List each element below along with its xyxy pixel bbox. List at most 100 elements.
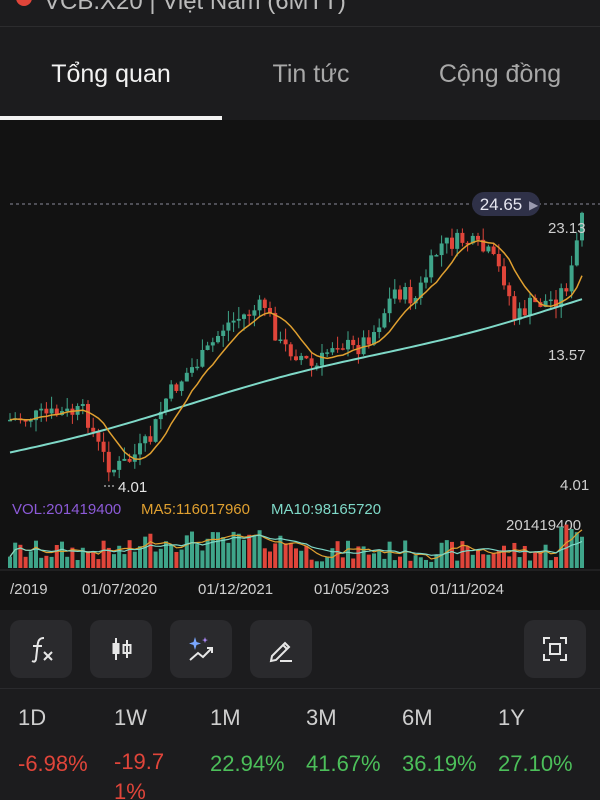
candle-body — [413, 298, 418, 304]
chart-type-button[interactable] — [90, 620, 152, 678]
performance-table: 1D -6.98% 1W -19.71% 1M 22.94% 3M 41.67%… — [0, 688, 600, 800]
volume-bar — [314, 561, 319, 568]
candle-body — [533, 297, 538, 303]
volume-bar — [569, 529, 574, 568]
tab-news[interactable]: Tin tức — [272, 60, 350, 88]
volume-bar — [517, 557, 522, 568]
volume-bar — [340, 557, 345, 568]
candle-body — [554, 299, 558, 308]
volume-ma10-line — [9, 534, 583, 557]
volume-bar — [335, 541, 340, 568]
candle-body — [351, 339, 356, 346]
volume-bar — [496, 550, 501, 568]
volume-bar — [403, 540, 408, 568]
volume-bar — [304, 545, 309, 568]
candle-body — [366, 337, 371, 345]
candle-body — [476, 235, 480, 240]
volume-bar — [252, 536, 257, 568]
ma-long-line — [9, 298, 583, 454]
candle-body — [132, 454, 137, 462]
candle-body — [330, 348, 335, 353]
volume-bar — [522, 545, 527, 568]
candle-body — [278, 339, 283, 342]
candle-body — [54, 408, 59, 415]
candle-body — [8, 419, 12, 422]
x-label-4: 01/11/2024 — [430, 581, 504, 598]
fullscreen-button[interactable] — [524, 620, 586, 678]
candle-body — [247, 314, 252, 316]
candle-body — [288, 344, 293, 357]
pencil-icon — [269, 641, 292, 663]
volume-bar — [200, 550, 205, 568]
volume-bar — [413, 555, 418, 568]
tab-bar: Tổng quan Tin tức Cộng đồng — [0, 26, 600, 120]
price-chart[interactable]: 24.65 ▶ 23.13 13.57 4.01 4.01 VOL:201419… — [0, 120, 600, 610]
volume-bar — [476, 550, 480, 568]
candle-body — [470, 235, 475, 244]
candle-body — [439, 243, 444, 256]
candle-body — [569, 265, 574, 292]
candle-body — [392, 289, 397, 299]
candle-body — [122, 458, 127, 461]
volume-bar — [257, 530, 262, 568]
candle-body — [429, 255, 434, 278]
volume-bar — [366, 554, 371, 568]
volume-bar — [262, 548, 267, 568]
candle-body — [403, 287, 408, 300]
candle-body — [39, 408, 44, 411]
candle-body — [262, 299, 267, 308]
x-label-3: 01/05/2023 — [314, 581, 389, 598]
perf-period-label: 1Y — [498, 705, 525, 730]
candle-body — [325, 352, 330, 354]
volume-bar — [460, 541, 465, 568]
volume-bar — [491, 552, 496, 568]
candle-body — [169, 384, 174, 399]
candle-body — [86, 404, 90, 428]
candle-body — [112, 469, 116, 473]
candle-body — [340, 348, 345, 350]
candle-body — [496, 254, 501, 267]
volume-bar — [554, 556, 558, 568]
candle-body — [44, 408, 49, 414]
perf-period-label: 1M — [210, 705, 241, 730]
ai-analysis-button[interactable] — [170, 620, 232, 678]
volume-bar — [221, 537, 226, 568]
volume-bar — [481, 554, 486, 568]
volume-bar — [143, 536, 148, 568]
perf-period-label: 1W — [114, 705, 147, 730]
candle-body — [574, 240, 579, 266]
candle-body — [148, 436, 153, 442]
candle-body — [320, 352, 324, 366]
volume-bar — [247, 534, 252, 568]
min-marker-label: 4.01 — [118, 479, 147, 496]
volume-bar — [236, 533, 241, 568]
indicator-function-button[interactable] — [10, 620, 72, 678]
volume-bar — [574, 532, 579, 568]
candle-body — [543, 300, 548, 307]
candle-body — [418, 282, 423, 299]
candle-body — [143, 436, 148, 444]
volume-bar — [210, 532, 215, 568]
volume-bar — [377, 550, 382, 568]
volume-bar — [195, 544, 200, 568]
drawing-tool-button[interactable] — [250, 620, 312, 678]
candle-body — [522, 308, 527, 316]
candle-body — [434, 255, 439, 257]
volume-bar — [8, 556, 12, 568]
candle-body — [356, 345, 361, 355]
candle-body — [200, 349, 205, 367]
tab-overview[interactable]: Tổng quan — [51, 60, 171, 88]
volume-bar — [127, 540, 132, 568]
volume-bar — [39, 557, 44, 568]
volume-bar — [106, 547, 111, 568]
chart-svg[interactable]: 24.65 ▶ 23.13 13.57 4.01 4.01 VOL:201419… — [0, 120, 600, 610]
tab-community[interactable]: Cộng đồng — [438, 60, 562, 88]
volume-bar — [190, 531, 194, 568]
candle-body — [210, 342, 215, 346]
sparkle-chart-icon — [189, 637, 213, 661]
candle-body — [309, 358, 314, 366]
candle-body — [80, 404, 85, 407]
volume-bar — [387, 541, 392, 568]
candle-body — [216, 336, 220, 343]
candle-body — [65, 408, 70, 412]
